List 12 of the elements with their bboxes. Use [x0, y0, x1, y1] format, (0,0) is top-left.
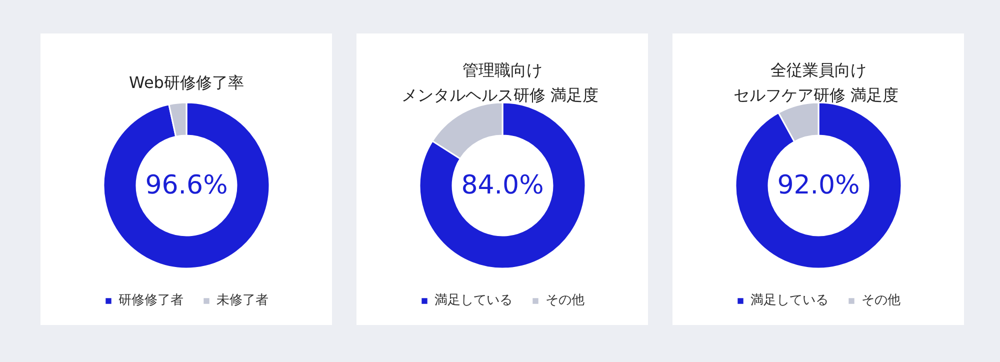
chart-title: Web研修修了率 [129, 73, 244, 92]
data-label: 92.0% [777, 170, 860, 200]
legend-label: 満足している [434, 292, 512, 309]
legend-label: 研修修了者 [118, 292, 184, 309]
chart-title: 管理職向けメンタルヘルス研修 満足度 [401, 60, 599, 104]
data-label: 84.0% [461, 170, 544, 200]
legend-label: その他 [546, 292, 584, 309]
data-label: 96.6% [145, 170, 228, 200]
chart-title: 全従業員向けセルフケア研修 満足度 [733, 60, 899, 104]
legend-label: 未修了者 [216, 292, 268, 309]
legend-label: その他 [862, 292, 900, 309]
legend-label: 満足している [750, 292, 828, 309]
